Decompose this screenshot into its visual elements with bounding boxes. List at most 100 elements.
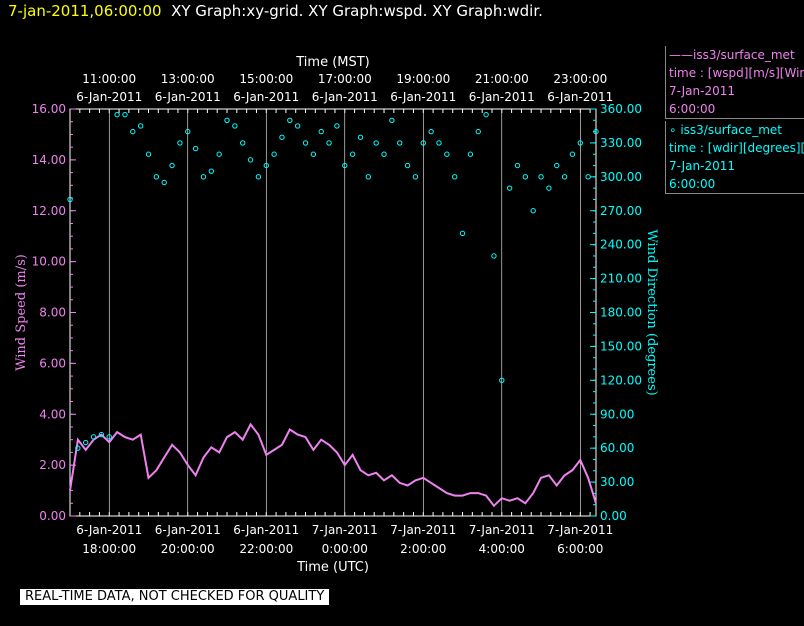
bottom-tick-time: 22:00:00 (239, 542, 293, 556)
bottom-tick-time: 4:00:00 (479, 542, 525, 556)
left-tick-label: 14.00 (32, 153, 66, 167)
wdir-series-point (279, 134, 285, 140)
left-tick-label: 10.00 (32, 255, 66, 269)
bottom-tick-date: 7-Jan-2011 (390, 523, 456, 537)
legend: ——iss3/surface_met time : [wspd][m/s][Wi… (665, 46, 804, 196)
wdir-series-point (216, 151, 222, 157)
wdir-series-point (475, 128, 481, 135)
wdir-series-point (153, 174, 160, 180)
top-tick-date: 6-Jan-2011 (155, 90, 221, 104)
right-tick-label: 270.00 (600, 204, 642, 218)
wdir-series-point (145, 151, 152, 157)
top-tick-date: 6-Jan-2011 (233, 90, 299, 104)
wdir-series-point (263, 162, 269, 169)
wdir-series-point (420, 140, 426, 146)
wdir-series-point (436, 140, 442, 146)
left-tick-label: 16.00 (32, 102, 66, 116)
bottom-tick-date: 6-Jan-2011 (155, 523, 221, 537)
wdir-series-point (342, 162, 348, 169)
right-tick-label: 60.00 (600, 441, 634, 455)
wdir-series-point (585, 174, 591, 180)
legend-wdir-line1: ∘ iss3/surface_met (669, 123, 782, 137)
wdir-series-point (114, 111, 120, 118)
wdir-series-point (326, 140, 332, 146)
top-tick-time: 23:00:00 (553, 72, 607, 86)
bottom-tick-time: 0:00:00 (322, 542, 368, 556)
wdir-series-point (561, 174, 568, 180)
wdir-series-point (522, 174, 529, 180)
top-tick-date: 6-Jan-2011 (547, 90, 613, 104)
legend-wdir-line2: time : [wdir][degrees][W (669, 141, 804, 155)
quality-disclaimer: REAL-TIME DATA, NOT CHECKED FOR QUALITY (20, 589, 330, 605)
wdir-series-point (381, 151, 387, 157)
right-tick-label: 90.00 (600, 407, 634, 421)
wdir-series-point (389, 117, 395, 124)
left-axis-title: Wind Speed (m/s) (14, 254, 29, 371)
wdir-series-point (287, 117, 293, 124)
wdir-series-point (357, 134, 364, 140)
top-tick-date: 6-Jan-2011 (390, 90, 456, 104)
left-tick-label: 8.00 (39, 306, 66, 320)
wdir-series-point (90, 434, 97, 440)
bottom-tick-date: 6-Jan-2011 (233, 523, 299, 537)
wdir-series-point (98, 431, 105, 438)
wdir-series-point (412, 174, 419, 180)
plot-frame (69, 108, 597, 517)
wspd-series-line (69, 422, 597, 508)
legend-wspd-line1: ——iss3/surface_met (669, 48, 795, 62)
wdir-series-point (506, 185, 513, 191)
wdir-series-point (428, 128, 434, 135)
top-tick-date: 6-Jan-2011 (312, 90, 378, 104)
bottom-tick-time: 2:00:00 (400, 542, 446, 556)
wdir-series-point (318, 128, 324, 135)
legend-wspd-line4: 6:00:00 (669, 102, 716, 116)
legend-wspd-line3: 7-Jan-2011 (669, 84, 735, 98)
top-tick-time: 21:00:00 (475, 72, 529, 86)
top-tick-date: 6-Jan-2011 (76, 90, 142, 104)
right-tick-label: 30.00 (600, 475, 634, 489)
right-tick-label: 300.00 (600, 170, 642, 184)
wdir-series-point (83, 439, 89, 446)
bottom-tick-date: 7-Jan-2011 (312, 523, 378, 537)
wdir-series-point (334, 123, 340, 129)
header-date: 7-jan-2011,06:00:00 (8, 2, 162, 20)
wdir-series-point (404, 162, 411, 169)
bottom-tick-date: 6-Jan-2011 (76, 523, 142, 537)
wdir-series-point (467, 151, 474, 157)
left-tick-label: 0.00 (39, 509, 66, 523)
header: 7-jan-2011,06:00:00 XY Graph:xy-grid. XY… (8, 2, 543, 20)
right-axis-title: Wind Direction (degrees) (644, 229, 659, 395)
right-tick-label: 0.00 (600, 509, 627, 523)
legend-wspd[interactable]: ——iss3/surface_met time : [wspd][m/s][Wi… (665, 46, 804, 119)
bottom-tick-time: 18:00:00 (82, 542, 136, 556)
wdir-series-point (247, 157, 254, 163)
top-tick-time: 17:00:00 (318, 72, 372, 86)
wdir-series-point (349, 151, 356, 157)
wdir-series-point (365, 174, 372, 180)
wdir-series-point (294, 123, 301, 129)
left-tick-label: 12.00 (32, 204, 66, 218)
bottom-axis-title: Time (UTC) (296, 560, 369, 575)
left-tick-label: 2.00 (39, 458, 66, 472)
wdir-series-point (137, 123, 144, 129)
top-tick-time: 13:00:00 (161, 72, 215, 86)
wdir-series-point (530, 208, 536, 214)
wdir-series-point (169, 162, 175, 169)
bottom-tick-time: 20:00:00 (161, 542, 215, 556)
wdir-series-point (122, 111, 128, 118)
wdir-series-point (593, 128, 599, 135)
wdir-series-point (75, 445, 81, 451)
left-tick-label: 6.00 (39, 356, 66, 370)
wdir-series-point (255, 174, 262, 180)
bottom-tick-date: 7-Jan-2011 (469, 523, 535, 537)
wdir-series-point (451, 174, 458, 180)
wdir-series-point (271, 151, 277, 157)
legend-wdir[interactable]: ∘ iss3/surface_met time : [wdir][degrees… (665, 121, 804, 194)
wdir-series-point (499, 377, 505, 384)
wdir-series-point (459, 230, 466, 237)
header-titles: XY Graph:xy-grid. XY Graph:wspd. XY Grap… (171, 2, 543, 20)
top-tick-time: 19:00:00 (396, 72, 450, 86)
wdir-series-point (192, 145, 199, 152)
top-axis-title: Time (MST) (295, 55, 370, 70)
